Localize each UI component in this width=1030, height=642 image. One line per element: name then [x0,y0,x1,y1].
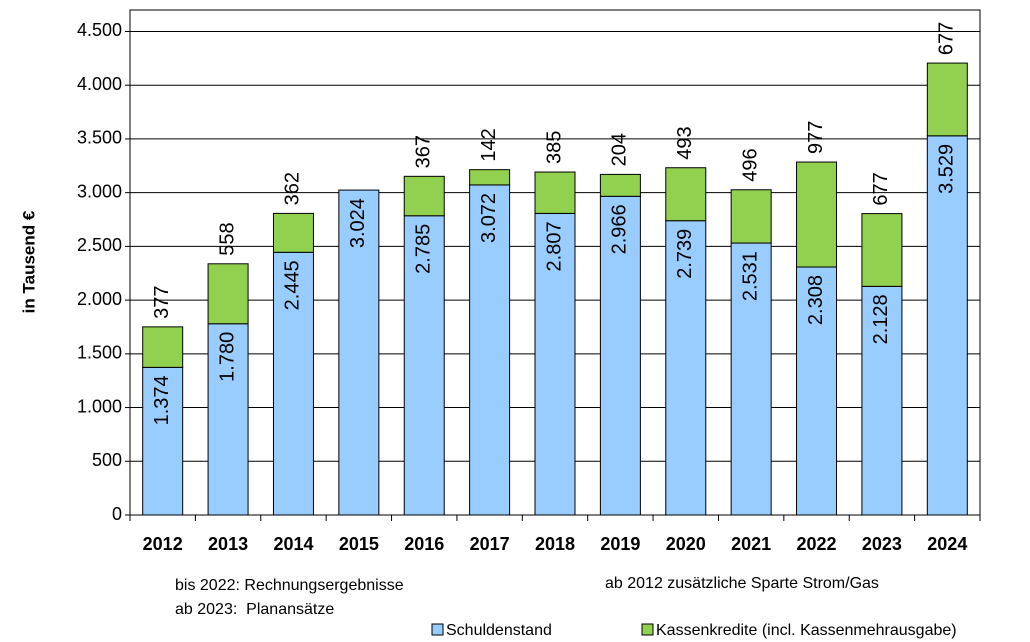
bar-segment [403,175,445,217]
value-label: 142 [478,128,500,161]
value-label: 977 [805,121,827,154]
x-tick-label: 2022 [797,534,837,554]
bar-segment [534,212,576,516]
x-tick-label: 2015 [339,534,379,554]
y-tick-label: 4.000 [77,74,122,94]
value-label: 3.024 [347,198,369,248]
value-label: 2.739 [674,229,696,279]
value-label: 558 [216,222,238,255]
y-tick-label: 3.500 [77,128,122,148]
value-label: 2.308 [805,275,827,325]
value-label: 496 [739,148,761,181]
x-tick-label: 2024 [927,534,967,554]
x-tick-label: 2020 [666,534,706,554]
value-label: 1.780 [216,332,238,382]
bar-segment [665,220,707,516]
value-label: 3.072 [478,193,500,243]
value-label: 677 [870,172,892,205]
y-tick-label: 2.000 [77,289,122,309]
y-tick-label: 2.500 [77,235,122,255]
bar-segment [272,212,314,253]
x-tick-label: 2016 [404,534,444,554]
legend-label: Kassenkredite (incl. Kassenmehrausgabe) [656,622,957,639]
value-label: 2.531 [739,251,761,301]
bar-segment [142,326,184,368]
value-label: 3.529 [936,144,958,194]
value-label: 2.128 [870,294,892,344]
value-label: 204 [609,133,631,166]
bar-segment [730,242,772,516]
x-tick-label: 2013 [208,534,248,554]
value-label: 2.785 [413,224,435,274]
value-label: 1.374 [151,375,173,425]
bar-segment [599,195,641,516]
y-tick-label: 500 [92,450,122,470]
x-tick-label: 2012 [143,534,183,554]
bar-segment [665,167,707,222]
bar-segment [338,189,380,516]
bar-segment [796,161,838,268]
x-tick-label: 2014 [273,534,313,554]
bar-segment [403,215,445,516]
bar-segment [534,171,576,214]
bar-segment [861,213,903,287]
value-label: 367 [413,135,435,168]
value-label: 2.445 [282,260,304,310]
x-tick-label: 2018 [535,534,575,554]
x-tick-label: 2023 [862,534,902,554]
y-tick-label: 4.500 [77,20,122,40]
y-tick-label: 0 [112,504,122,524]
legend-swatch [431,623,444,636]
y-tick-label: 1.000 [77,396,122,416]
value-label: 677 [936,22,958,55]
x-tick-label: 2019 [600,534,640,554]
annotation: ab 2012 zusätzliche Sparte Strom/Gas [605,575,879,592]
y-tick-label: 3.000 [77,181,122,201]
x-tick-label: 2021 [731,534,771,554]
bar-segment [469,169,511,186]
legend-label: Schuldenstand [446,622,552,639]
value-label: 362 [282,172,304,205]
value-label: 377 [151,285,173,318]
bar-segment [272,251,314,516]
bar-segment [207,323,249,516]
y-tick-label: 1.500 [77,343,122,363]
annotation: bis 2022: Rechnungsergebnisse [175,577,404,594]
bar-segment [207,263,249,325]
value-label: 2.807 [543,221,565,271]
bar-segment [730,189,772,244]
annotation: ab 2023: Planansätze [175,601,334,618]
value-label: 385 [543,131,565,164]
bar-segment [599,173,641,197]
x-tick-label: 2017 [470,534,510,554]
y-axis-title: in Tausend € [19,210,38,313]
bar-segment [861,285,903,516]
bar-segment [796,266,838,516]
value-label: 493 [674,126,696,159]
bar-segment [926,135,968,516]
bar-segment [926,62,968,137]
legend-swatch [641,623,654,636]
value-label: 2.966 [609,204,631,254]
bar-segment [469,184,511,516]
bar-segment [142,366,184,516]
